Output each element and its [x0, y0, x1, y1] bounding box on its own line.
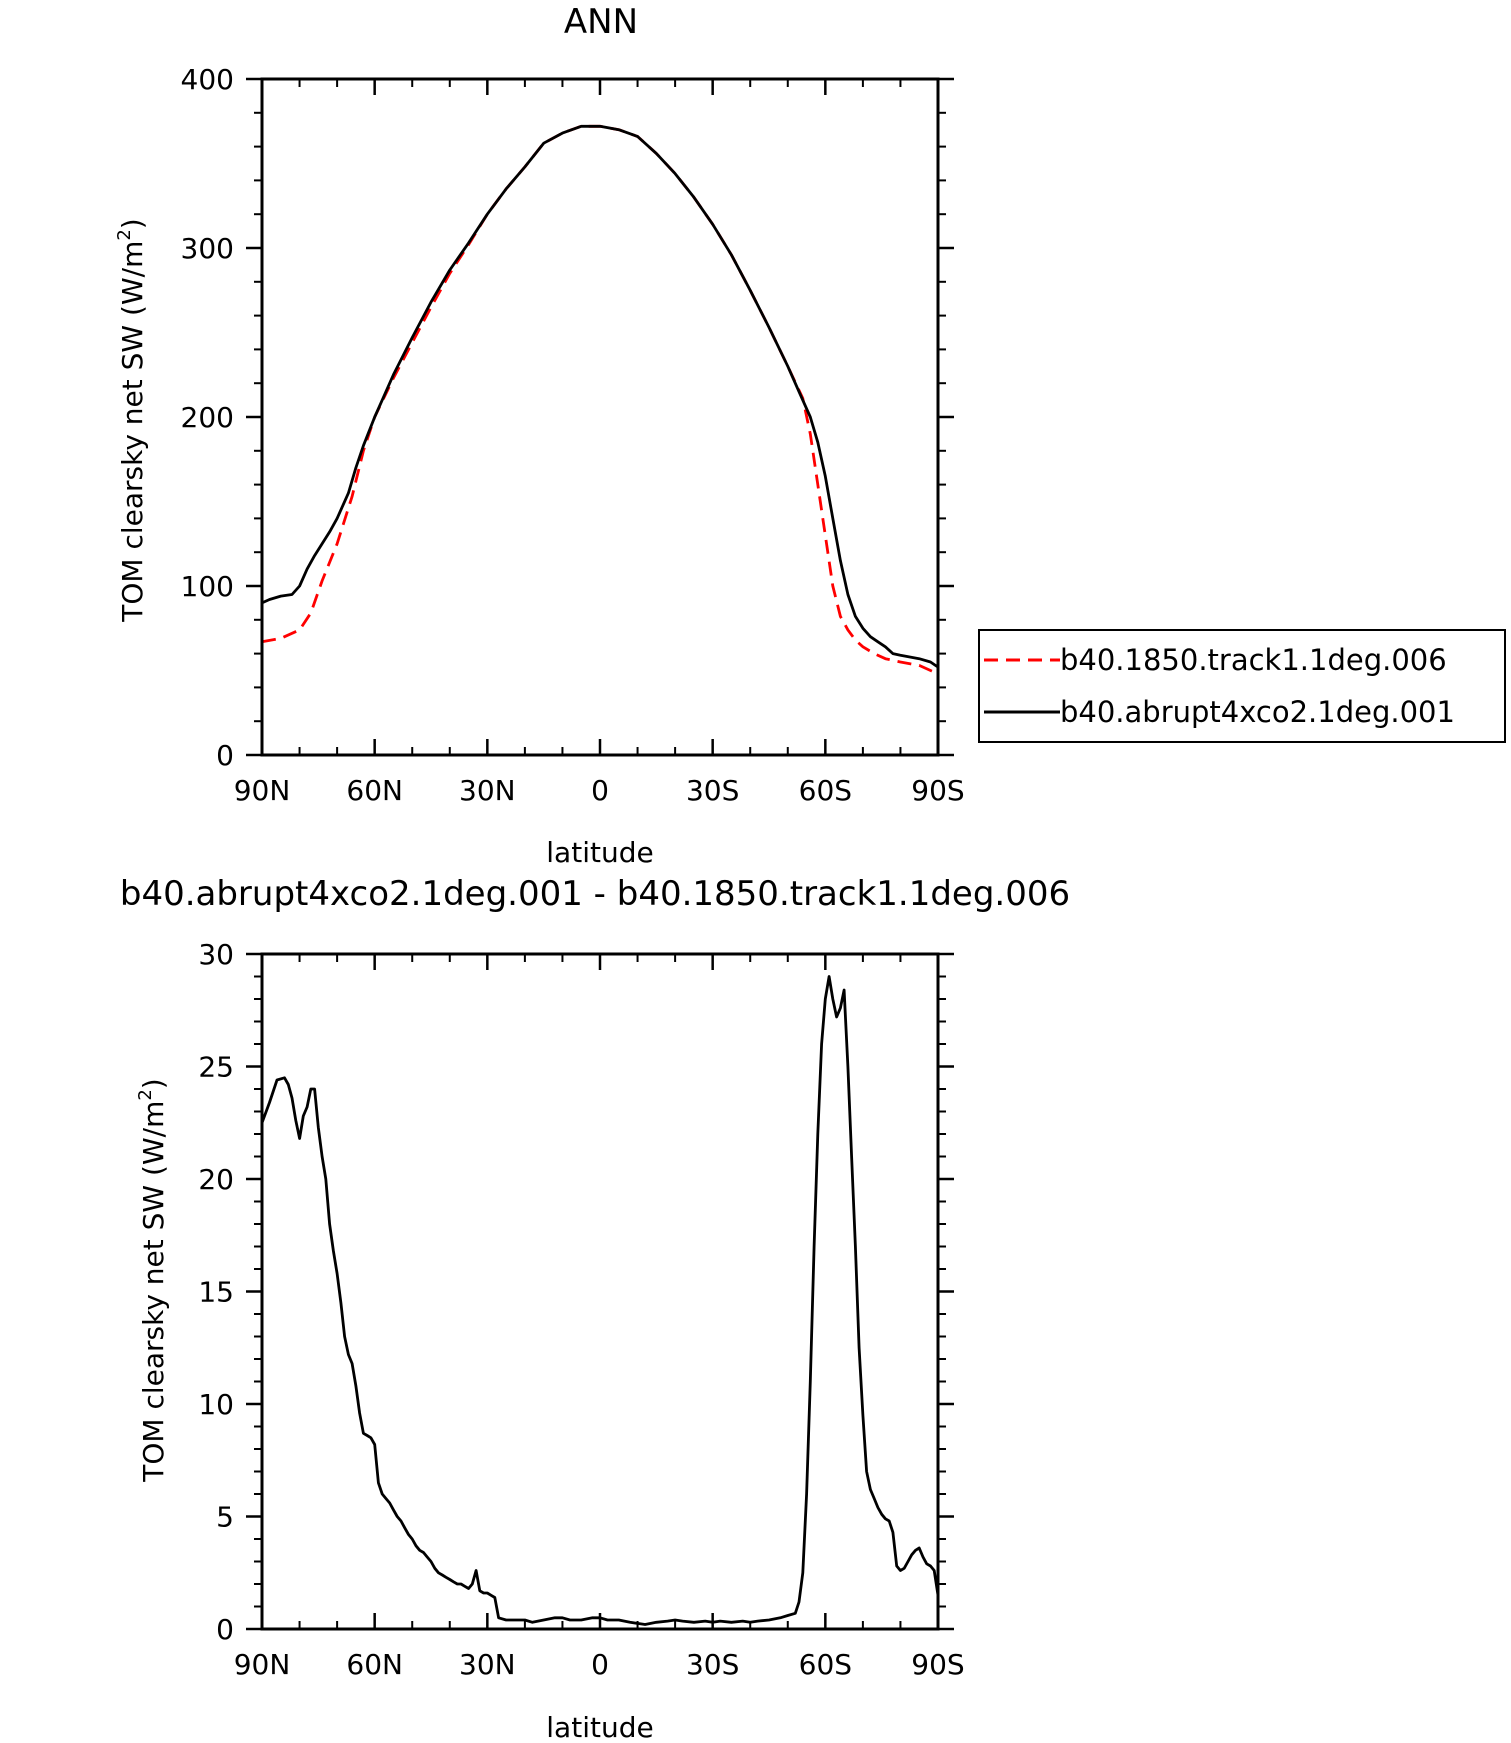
chart-top-ylabel-text: TOM clearsky net SW (W/m: [116, 241, 149, 623]
x-tick-label: 30S: [686, 1648, 739, 1681]
chart-bottom-title: b40.abrupt4xco2.1deg.001 - b40.1850.trac…: [120, 874, 1070, 914]
legend-box: [978, 629, 1506, 743]
chart-bottom-ylabel-sup: 2: [135, 1089, 156, 1100]
chart-top-frame: [260, 77, 940, 757]
y-tick-label: 10: [198, 1388, 234, 1421]
x-tick-label: 0: [591, 1648, 609, 1681]
chart-top-legend: b40.1850.track1.1deg.006 b40.abrupt4xco2…: [978, 629, 1506, 743]
chart-bottom-ylabel-close: ): [137, 1078, 170, 1089]
chart-top-tick-labels: 90N 60N 30N 0 30S 60S 90S 0 100 200 300 400: [181, 63, 965, 807]
legend-label-1850: b40.1850.track1.1deg.006: [1060, 643, 1447, 677]
y-tick-label: 200: [181, 401, 234, 434]
y-tick-label: 15: [198, 1276, 234, 1309]
y-tick-label: 25: [198, 1051, 234, 1084]
chart-bottom: b40.abrupt4xco2.1deg.001 - b40.1850.trac…: [120, 874, 1070, 1743]
chart-top-xlabel: latitude: [546, 836, 653, 869]
chart-top-ylabel-close: ): [116, 218, 149, 229]
chart-top: ANN TOM clearsky net SW (W/m2) latitude …: [114, 2, 1506, 869]
legend-label-abrupt: b40.abrupt4xco2.1deg.001: [1060, 695, 1455, 729]
x-tick-label: 90N: [234, 774, 291, 807]
y-tick-label: 5: [216, 1501, 234, 1534]
x-tick-label: 90S: [911, 774, 964, 807]
y-tick-label: 20: [198, 1163, 234, 1196]
chart-bottom-xlabel: latitude: [546, 1711, 653, 1743]
y-tick-label: 300: [181, 232, 234, 265]
y-tick-label: 100: [181, 570, 234, 603]
chart-bottom-lines: [260, 975, 940, 1626]
x-tick-label: 60S: [799, 774, 852, 807]
y-tick-label: 0: [216, 1613, 234, 1646]
chart-bottom-ylabel-text: TOM clearsky net SW (W/m: [137, 1101, 170, 1483]
x-tick-label: 30S: [686, 774, 739, 807]
x-tick-label: 30N: [459, 774, 516, 807]
chart-top-ticks: [246, 77, 954, 757]
chart-top-ylabel-sup: 2: [114, 229, 135, 240]
x-tick-label: 60S: [799, 1648, 852, 1681]
series-line-b40.1850.track1.1deg.006: [261, 124, 939, 676]
x-tick-label: 60N: [346, 774, 403, 807]
series-line-b40.abrupt4xco2.1deg.001: [261, 124, 939, 669]
chart-bottom-tick-labels: 90N 60N 30N 0 30S 60S 90S 0 5 10 15 20 25 30: [198, 938, 964, 1681]
x-tick-label: 0: [591, 774, 609, 807]
series-line-difference: [260, 975, 940, 1626]
chart-bottom-y-title: TOM clearsky net SW (W/m2): [135, 1078, 170, 1482]
chart-top-title: ANN: [564, 2, 638, 42]
chart-top-lines: [261, 124, 939, 676]
chart-top-y-title: TOM clearsky net SW (W/m2): [114, 218, 149, 622]
svg-text:TOM clearsky net SW (W/m2): TOM clearsky net SW (W/m2): [114, 218, 149, 622]
y-tick-label: 400: [181, 63, 234, 96]
x-tick-label: 90S: [911, 1648, 964, 1681]
x-tick-label: 60N: [346, 1648, 403, 1681]
y-tick-label: 30: [198, 938, 234, 971]
svg-text:TOM clearsky net SW (W/m2): TOM clearsky net SW (W/m2): [135, 1078, 170, 1482]
chart-bottom-frame: [260, 952, 940, 1631]
x-tick-label: 30N: [459, 1648, 516, 1681]
y-tick-label: 0: [216, 739, 234, 772]
x-tick-label: 90N: [234, 1648, 291, 1681]
